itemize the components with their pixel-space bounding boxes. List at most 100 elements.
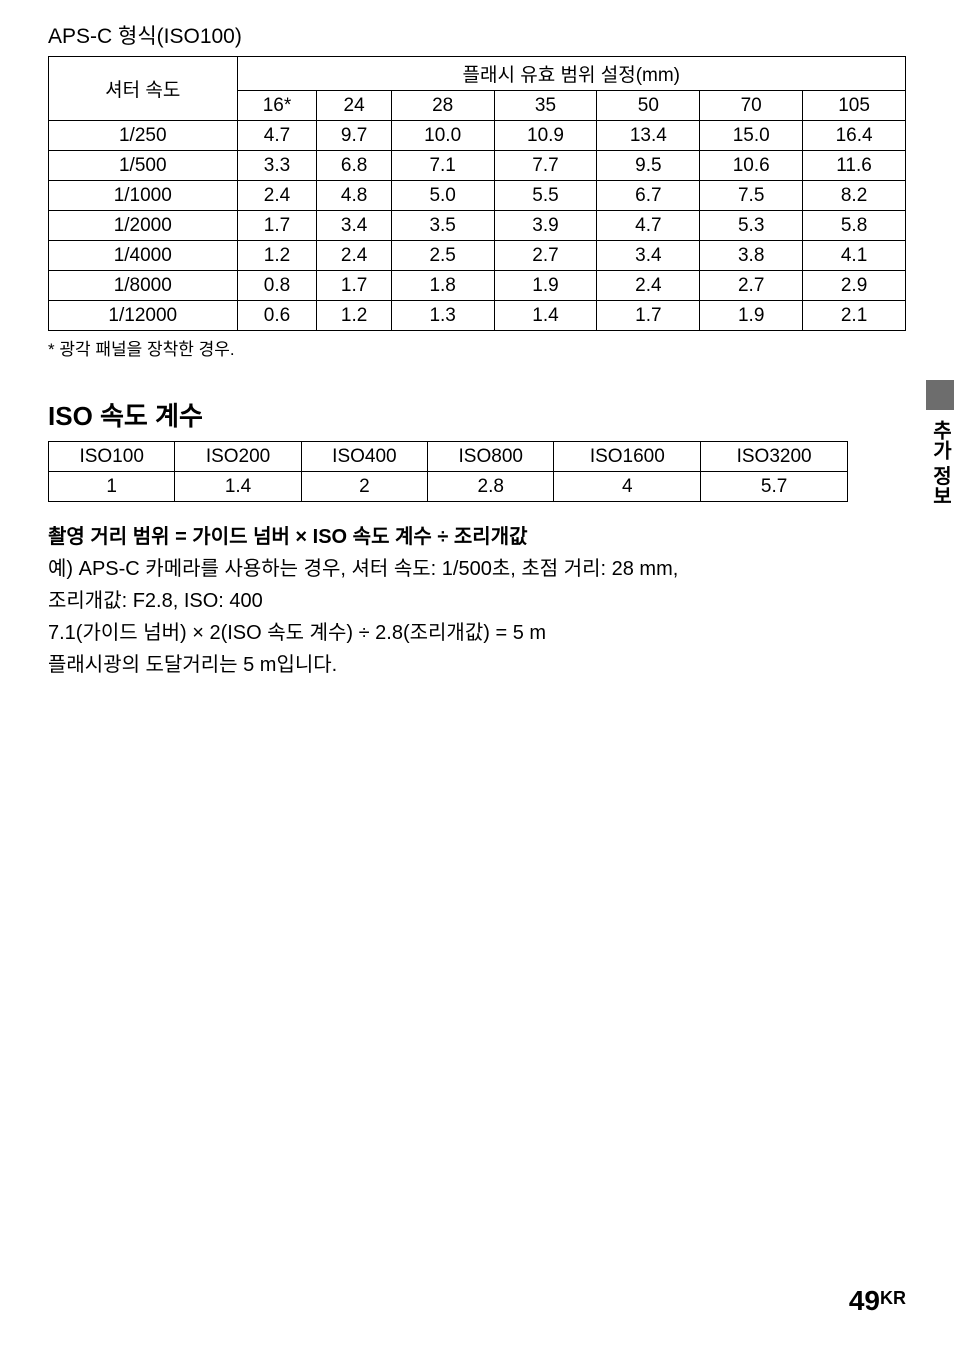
value-cell: 0.6 [237,301,317,331]
focal-length-cell: 70 [700,91,803,121]
table-row: 1/2504.79.710.010.913.415.016.4 [49,121,906,151]
iso-header-cell: ISO200 [175,442,301,472]
focal-length-cell: 35 [494,91,597,121]
focal-length-cell: 28 [391,91,494,121]
iso-value-cell: 2 [301,472,427,502]
shutter-speed-cell: 1/250 [49,121,238,151]
value-cell: 6.7 [597,181,700,211]
focal-length-cell: 16* [237,91,317,121]
section-title-iso: ISO 속도 계수 [48,396,906,433]
value-cell: 1.2 [237,241,317,271]
side-tab: 추가 정보 [926,380,954,550]
table-row: 1/80000.81.71.81.92.42.72.9 [49,271,906,301]
table-row: 1/40001.22.42.52.73.43.84.1 [49,241,906,271]
value-cell: 0.8 [237,271,317,301]
shutter-speed-cell: 1/500 [49,151,238,181]
value-cell: 13.4 [597,121,700,151]
iso-value-cell: 4 [554,472,701,502]
iso-header-cell: ISO1600 [554,442,701,472]
value-cell: 4.7 [597,211,700,241]
example-block: 예) APS-C 카메라를 사용하는 경우, 셔터 속도: 1/500초, 초점… [48,553,848,681]
value-cell: 5.5 [494,181,597,211]
value-cell: 3.8 [700,241,803,271]
example-line: 7.1(가이드 넘버) × 2(ISO 속도 계수) ÷ 2.8(조리개값) =… [48,617,848,649]
value-cell: 8.2 [803,181,906,211]
iso-value-cell: 1 [49,472,175,502]
value-cell: 2.1 [803,301,906,331]
value-cell: 1.7 [597,301,700,331]
value-cell: 2.7 [494,241,597,271]
value-cell: 2.7 [700,271,803,301]
value-cell: 9.5 [597,151,700,181]
page-number-value: 49 [849,1285,880,1316]
table-row: 1/20001.73.43.53.94.75.35.8 [49,211,906,241]
iso-header-cell: ISO800 [428,442,554,472]
value-cell: 5.0 [391,181,494,211]
page-number: 49KR [849,1285,906,1317]
value-cell: 16.4 [803,121,906,151]
value-cell: 1.8 [391,271,494,301]
iso-value-cell: 5.7 [701,472,848,502]
focal-length-cell: 105 [803,91,906,121]
value-cell: 15.0 [700,121,803,151]
iso-value-row: 1 1.4 2 2.8 4 5.7 [49,472,848,502]
value-cell: 11.6 [803,151,906,181]
table-row: 1/5003.36.87.17.79.510.611.6 [49,151,906,181]
value-cell: 3.4 [317,211,391,241]
shutter-speed-cell: 1/1000 [49,181,238,211]
value-cell: 1.7 [237,211,317,241]
value-cell: 4.7 [237,121,317,151]
table-row: 1/10002.44.85.05.56.77.58.2 [49,181,906,211]
value-cell: 3.9 [494,211,597,241]
value-cell: 7.7 [494,151,597,181]
focal-length-cell: 24 [317,91,391,121]
iso-header-cell: ISO400 [301,442,427,472]
example-line: 예) APS-C 카메라를 사용하는 경우, 셔터 속도: 1/500초, 초점… [48,553,848,585]
value-cell: 7.1 [391,151,494,181]
value-cell: 1.9 [494,271,597,301]
value-cell: 4.1 [803,241,906,271]
value-cell: 10.0 [391,121,494,151]
value-cell: 3.5 [391,211,494,241]
value-cell: 1.9 [700,301,803,331]
iso-header-cell: ISO100 [49,442,175,472]
value-cell: 2.4 [597,271,700,301]
shutter-speed-cell: 1/4000 [49,241,238,271]
value-cell: 1.4 [494,301,597,331]
value-cell: 2.5 [391,241,494,271]
example-line: 플래시광의 도달거리는 5 m입니다. [48,649,848,681]
iso-header-row: ISO100 ISO200 ISO400 ISO800 ISO1600 ISO3… [49,442,848,472]
value-cell: 2.4 [317,241,391,271]
value-cell: 1.7 [317,271,391,301]
value-cell: 10.6 [700,151,803,181]
shutter-speed-cell: 1/12000 [49,301,238,331]
value-cell: 1.3 [391,301,494,331]
value-cell: 7.5 [700,181,803,211]
value-cell: 10.9 [494,121,597,151]
formula-heading: 촬영 거리 범위 = 가이드 넘버 × ISO 속도 계수 ÷ 조리개값 [48,520,906,549]
table-row: 1/120000.61.21.31.41.71.92.1 [49,301,906,331]
value-cell: 2.4 [237,181,317,211]
iso-header-cell: ISO3200 [701,442,848,472]
value-cell: 5.8 [803,211,906,241]
value-cell: 5.3 [700,211,803,241]
example-line: 조리개값: F2.8, ISO: 400 [48,585,848,617]
page-number-suffix: KR [880,1288,906,1308]
iso-factor-table: ISO100 ISO200 ISO400 ISO800 ISO1600 ISO3… [48,441,848,502]
value-cell: 9.7 [317,121,391,151]
shutter-speed-cell: 1/2000 [49,211,238,241]
value-cell: 6.8 [317,151,391,181]
section-title-apsc: APS-C 형식(ISO100) [48,20,906,50]
value-cell: 1.2 [317,301,391,331]
table-footnote: * 광각 패널을 장착한 경우. [48,335,906,360]
row-header: 셔터 속도 [49,57,238,121]
guide-number-table: 셔터 속도 플래시 유효 범위 설정(mm) 16* 24 28 35 50 7… [48,56,906,331]
value-cell: 3.3 [237,151,317,181]
iso-value-cell: 2.8 [428,472,554,502]
focal-length-cell: 50 [597,91,700,121]
group-header: 플래시 유효 범위 설정(mm) [237,57,905,91]
shutter-speed-cell: 1/8000 [49,271,238,301]
value-cell: 2.9 [803,271,906,301]
iso-value-cell: 1.4 [175,472,301,502]
value-cell: 3.4 [597,241,700,271]
